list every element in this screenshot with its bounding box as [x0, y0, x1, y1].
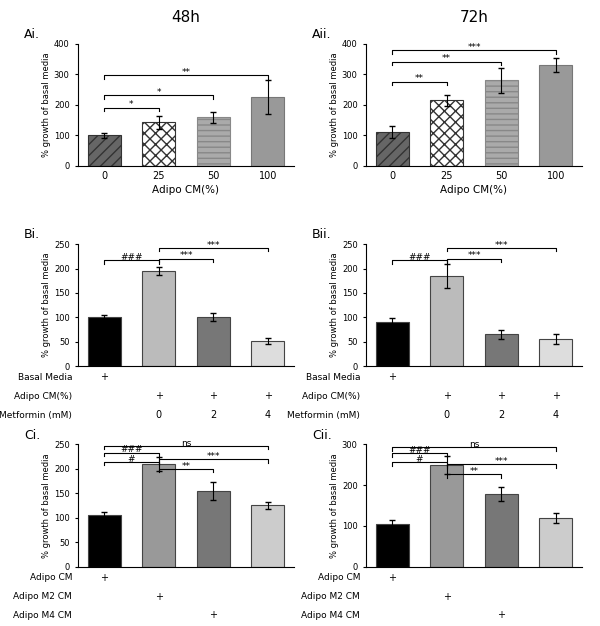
- Text: +: +: [388, 573, 396, 583]
- Bar: [430, 464, 463, 567]
- Text: ###: ###: [408, 446, 431, 455]
- Bar: [485, 81, 518, 166]
- Text: ###: ###: [120, 253, 143, 262]
- Text: Aii.: Aii.: [312, 28, 331, 41]
- Bar: [197, 117, 230, 166]
- Text: ***: ***: [494, 457, 508, 466]
- Text: +: +: [155, 592, 163, 602]
- Text: +: +: [155, 391, 163, 401]
- Text: Adipo CM: Adipo CM: [317, 573, 360, 582]
- Text: **: **: [182, 68, 191, 77]
- Bar: [88, 317, 121, 366]
- Bar: [251, 506, 284, 567]
- Text: Adipo M2 CM: Adipo M2 CM: [13, 592, 72, 601]
- Text: ***: ***: [206, 241, 220, 250]
- Bar: [197, 317, 230, 366]
- Text: Bii.: Bii.: [312, 228, 332, 242]
- Text: Adipo M4 CM: Adipo M4 CM: [13, 611, 72, 620]
- Text: +: +: [209, 610, 217, 620]
- Bar: [376, 322, 409, 366]
- Bar: [251, 97, 284, 166]
- Text: +: +: [264, 391, 272, 401]
- Text: +: +: [552, 391, 560, 401]
- Bar: [88, 135, 121, 166]
- Bar: [539, 518, 572, 567]
- Bar: [485, 494, 518, 567]
- Text: +: +: [497, 391, 505, 401]
- Text: 4: 4: [553, 410, 559, 420]
- Text: *: *: [129, 100, 134, 110]
- X-axis label: Adipo CM(%): Adipo CM(%): [152, 185, 220, 195]
- Text: Adipo CM(%): Adipo CM(%): [14, 392, 72, 401]
- Text: **: **: [182, 461, 191, 471]
- Y-axis label: % growth of basal media: % growth of basal media: [330, 253, 339, 357]
- Bar: [485, 334, 518, 366]
- Text: ***: ***: [467, 252, 481, 260]
- Y-axis label: % growth of basal media: % growth of basal media: [330, 53, 339, 157]
- Text: +: +: [443, 592, 451, 602]
- Text: 0: 0: [443, 410, 450, 420]
- Text: 72h: 72h: [460, 10, 488, 25]
- Text: #: #: [416, 455, 423, 464]
- Text: 2: 2: [498, 410, 505, 420]
- Text: ***: ***: [467, 43, 481, 52]
- Text: Cii.: Cii.: [312, 429, 332, 442]
- Text: ###: ###: [408, 253, 431, 262]
- Text: Bi.: Bi.: [24, 228, 40, 242]
- Text: Metformin (mM): Metformin (mM): [0, 411, 72, 419]
- Text: **: **: [470, 467, 479, 476]
- Bar: [251, 341, 284, 366]
- Text: 48h: 48h: [172, 10, 200, 25]
- Text: **: **: [442, 54, 451, 63]
- Text: +: +: [100, 372, 108, 382]
- Bar: [88, 515, 121, 567]
- Text: +: +: [209, 391, 217, 401]
- Text: Adipo M2 CM: Adipo M2 CM: [301, 592, 360, 601]
- Text: ns: ns: [181, 439, 191, 448]
- Bar: [142, 464, 175, 567]
- Text: ***: ***: [494, 241, 508, 250]
- Text: 4: 4: [265, 410, 271, 420]
- Y-axis label: % growth of basal media: % growth of basal media: [42, 53, 51, 157]
- Text: Ai.: Ai.: [24, 28, 40, 41]
- Bar: [430, 100, 463, 166]
- Text: ***: ***: [206, 452, 220, 461]
- Text: Adipo M4 CM: Adipo M4 CM: [301, 611, 360, 620]
- Text: 2: 2: [210, 410, 217, 420]
- Text: Metformin (mM): Metformin (mM): [287, 411, 360, 419]
- Text: ***: ***: [179, 252, 193, 260]
- Bar: [142, 122, 175, 166]
- Bar: [430, 276, 463, 366]
- X-axis label: Adipo CM(%): Adipo CM(%): [440, 185, 508, 195]
- Text: Adipo CM: Adipo CM: [29, 573, 72, 582]
- Text: 0: 0: [155, 410, 162, 420]
- Text: +: +: [100, 573, 108, 583]
- Text: Basal Media: Basal Media: [305, 373, 360, 382]
- Text: **: **: [415, 74, 424, 83]
- Text: ns: ns: [469, 440, 479, 449]
- Bar: [142, 271, 175, 366]
- Y-axis label: % growth of basal media: % growth of basal media: [330, 453, 339, 558]
- Text: Basal Media: Basal Media: [17, 373, 72, 382]
- Bar: [376, 524, 409, 567]
- Bar: [376, 132, 409, 166]
- Text: *: *: [157, 88, 161, 97]
- Bar: [539, 339, 572, 366]
- Text: +: +: [443, 391, 451, 401]
- Text: Adipo CM(%): Adipo CM(%): [302, 392, 360, 401]
- Text: #: #: [128, 454, 135, 464]
- Text: +: +: [497, 610, 505, 620]
- Y-axis label: % growth of basal media: % growth of basal media: [42, 453, 51, 558]
- Y-axis label: % growth of basal media: % growth of basal media: [42, 253, 51, 357]
- Bar: [197, 491, 230, 567]
- Text: +: +: [388, 372, 396, 382]
- Bar: [539, 65, 572, 166]
- Text: Ci.: Ci.: [24, 429, 40, 442]
- Text: ###: ###: [120, 446, 143, 454]
